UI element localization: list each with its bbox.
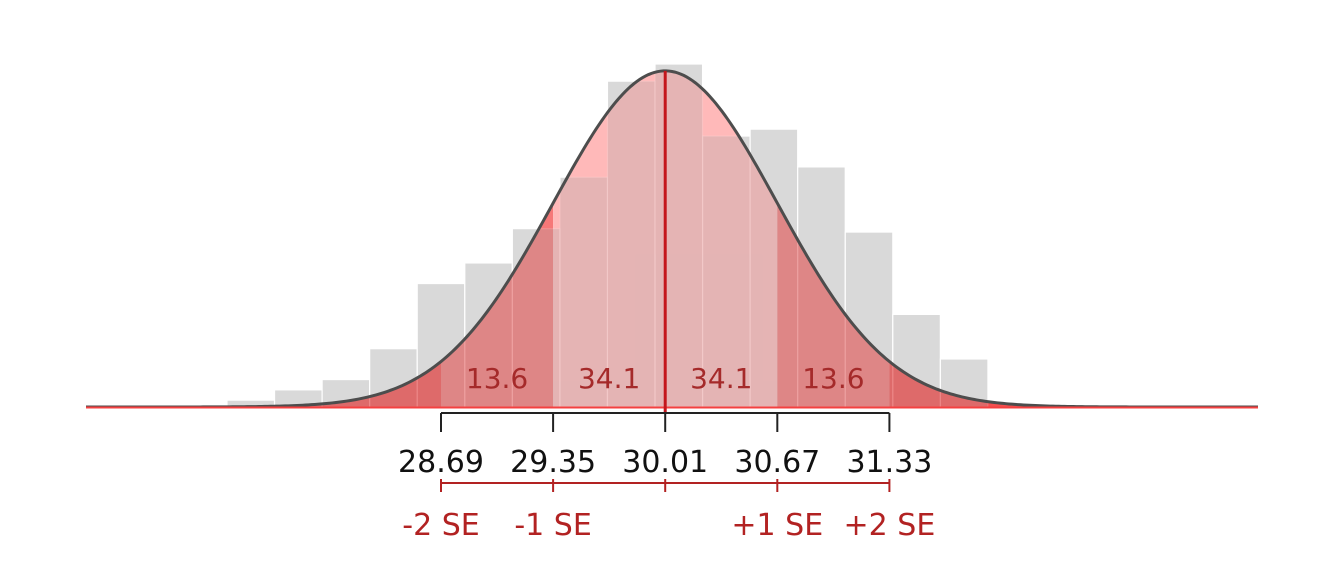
x-axis-tick-label: 29.35 (510, 445, 596, 480)
se-label: +2 SE (844, 508, 936, 543)
region-percent-label: 13.6 (802, 362, 864, 395)
x-axis-tick-label: 28.69 (398, 445, 484, 480)
se-label: -2 SE (402, 508, 479, 543)
x-axis-layer: 28.69 29.35 30.01 30.67 31.33 (398, 412, 932, 480)
se-scale-layer: -2 SE -1 SE +1 SE +2 SE (402, 479, 935, 543)
x-axis-tick-label: 31.33 (846, 445, 932, 480)
histogram-bar-overlay (654, 70, 704, 408)
region-labels-layer: 13.6 34.1 34.1 13.6 (466, 362, 865, 395)
curve-layer (86, 69, 1258, 409)
x-axis-tick-label: 30.01 (622, 445, 708, 480)
histogram-bar-overlay (559, 176, 609, 408)
histogram-bar-overlay (606, 80, 656, 408)
density-curve (86, 69, 1258, 409)
se-label: +1 SE (731, 508, 823, 543)
region-percent-label: 13.6 (466, 362, 528, 395)
histogram-bar-overlay (701, 135, 751, 408)
se-label: -1 SE (514, 508, 591, 543)
region-percent-label: 34.1 (578, 362, 640, 395)
x-axis-tick-label: 30.67 (734, 445, 820, 480)
right-tail-band (889, 70, 1258, 407)
region-percent-label: 34.1 (690, 362, 752, 395)
